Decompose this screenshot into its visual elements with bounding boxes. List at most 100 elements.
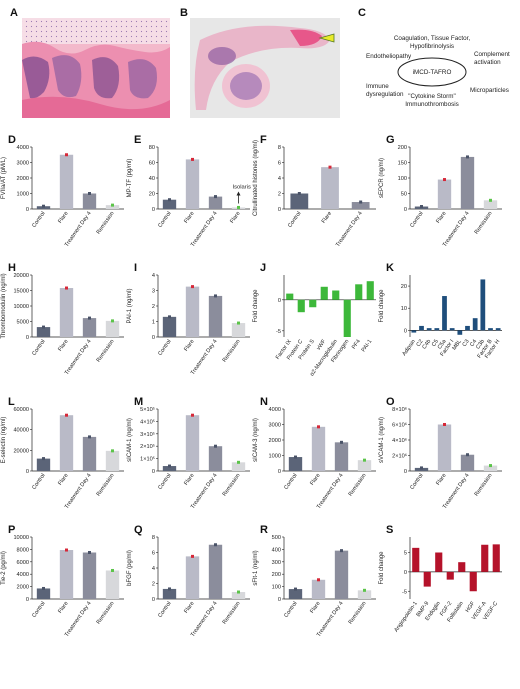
x-tick-label: Flare <box>57 339 69 353</box>
panel-letter-d: D <box>8 134 16 146</box>
x-tick-label: Remission <box>96 473 116 498</box>
y-tick-label: 4 <box>278 176 281 182</box>
histology-image-b <box>190 18 340 118</box>
x-tick-label: C2 <box>416 339 425 348</box>
bar <box>483 200 498 209</box>
y-tick-label: 8×10⁶ <box>392 406 407 413</box>
panel-letter-a: A <box>10 7 18 19</box>
bar <box>36 588 51 599</box>
y-tick-label: 6000 <box>17 560 29 566</box>
y-tick-label: 8000 <box>17 547 29 553</box>
y-tick-label: 6×10⁶ <box>392 422 407 429</box>
y-tick-label: 200 <box>398 145 407 151</box>
x-tick-label: C5 <box>431 339 440 348</box>
bar-marker <box>214 294 217 298</box>
y-axis-label: Thrombomodulin (ng/ml) <box>1 273 7 338</box>
y-tick-label: 0 <box>404 570 407 576</box>
y-tick-label: 4 <box>152 566 155 572</box>
bar <box>492 544 500 572</box>
y-tick-label: 2000 <box>17 585 29 591</box>
bar <box>434 328 440 331</box>
diagram-center-label: iMCD-TAFRO <box>413 69 452 76</box>
y-tick-label: 5 <box>404 551 407 557</box>
x-tick-label: Treatment Day 4 <box>316 473 345 510</box>
bar-marker <box>65 413 68 417</box>
bar-marker <box>111 568 114 572</box>
x-tick-label: Treatment Day 4 <box>335 211 364 248</box>
diagram-label-immunothrombosis: Immunothrombosis <box>405 101 459 108</box>
bar-marker <box>214 444 217 448</box>
y-tick-label: 15000 <box>13 289 29 295</box>
y-tick-label: 4000 <box>269 407 281 413</box>
chart-d: D 0 1000 2000 3000 4000 FVIIa/AT (pM/L) Control… <box>1 134 124 248</box>
panel-letter-g: G <box>386 134 395 146</box>
bar-marker <box>237 321 240 325</box>
y-axis-label: Citrullinated histones (ng/ml) <box>253 140 259 216</box>
y-tick-label: 1000 <box>269 454 281 460</box>
y-tick-label: 80 <box>149 145 155 151</box>
panel-letter-n: N <box>260 396 268 408</box>
diagram-label-immune: Immune <box>366 83 389 90</box>
bar <box>481 544 489 572</box>
x-tick-label: Flare <box>183 211 195 225</box>
bar <box>320 286 328 300</box>
bar <box>483 465 498 471</box>
x-tick-label: Adipsin <box>402 339 417 357</box>
y-tick-label: 4×10⁶ <box>392 437 407 444</box>
chart-f: F 0 2 4 6 8 Citrullinated histones (ng/ml) Cont… <box>253 134 376 248</box>
bar <box>460 156 475 209</box>
bar <box>59 288 74 337</box>
x-tick-label: Flare <box>57 601 69 615</box>
x-tick-label: Flare <box>183 473 195 487</box>
y-axis-label: MP-TF (pg/ml) <box>127 159 133 198</box>
y-tick-label: 8 <box>152 535 155 541</box>
bar-marker <box>214 195 217 199</box>
y-tick-label: -5 <box>276 329 281 335</box>
y-tick-label: 3000 <box>17 161 29 167</box>
diagram-ellipse <box>397 57 467 87</box>
bar <box>162 316 177 337</box>
y-tick-label: 1000 <box>17 192 29 198</box>
y-tick-label: 10 <box>401 306 407 312</box>
bar-marker <box>340 549 343 553</box>
bar-marker <box>191 157 194 161</box>
bar <box>82 193 97 209</box>
y-axis-label: Fold change <box>253 289 259 323</box>
y-axis-label: sVCAM-1 (ng/ml) <box>379 417 385 463</box>
x-tick-label: Remission <box>222 601 242 626</box>
y-tick-label: 0 <box>404 469 407 475</box>
x-tick-label: C4b <box>422 339 433 351</box>
y-tick-label: 0 <box>26 469 29 475</box>
y-tick-label: 2 <box>152 582 155 588</box>
y-tick-label: 100 <box>398 176 407 182</box>
x-tick-label: Flare <box>183 339 195 353</box>
x-tick-label: Treatment Day 4 <box>64 211 93 248</box>
bar <box>162 466 177 471</box>
bar-marker <box>111 449 114 453</box>
bar-marker <box>443 178 446 182</box>
bar-marker <box>168 464 171 468</box>
bar-marker <box>42 325 45 329</box>
bar <box>411 330 417 333</box>
bar-marker <box>65 548 68 552</box>
panel-letter-e: E <box>134 134 141 146</box>
x-tick-label: Remission <box>96 339 116 364</box>
bar-marker <box>359 200 363 204</box>
x-tick-label: Remission <box>348 601 368 626</box>
x-tick-label: Treatment Day 4 <box>316 601 345 638</box>
x-tick-label: Control <box>283 473 298 491</box>
panel-letter-l: L <box>8 396 15 408</box>
y-axis-label: sEPCR (ng/ml) <box>379 158 385 198</box>
y-tick-label: 2 <box>278 192 281 198</box>
bar <box>446 571 454 580</box>
bar-marker <box>191 554 194 558</box>
bar <box>357 590 372 599</box>
y-tick-label: 2000 <box>17 176 29 182</box>
x-tick-label: Flare <box>309 601 321 615</box>
bar <box>332 290 340 300</box>
